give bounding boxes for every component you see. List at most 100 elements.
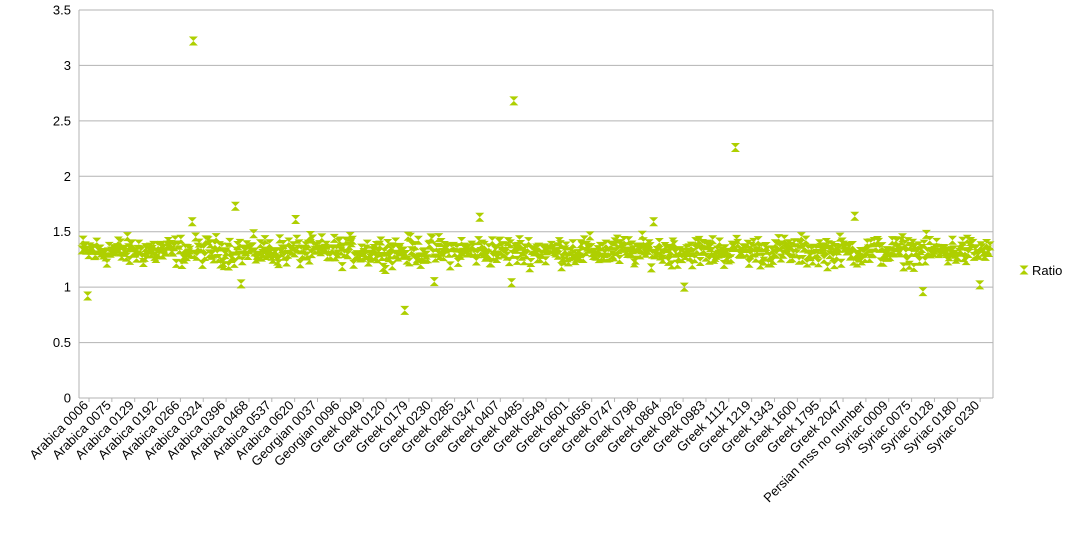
data-point bbox=[154, 250, 164, 260]
data-point bbox=[975, 280, 985, 290]
data-point bbox=[353, 252, 363, 262]
data-point bbox=[234, 250, 244, 260]
data-point bbox=[810, 249, 820, 259]
data-point bbox=[730, 142, 740, 152]
data-point bbox=[487, 236, 497, 246]
data-point bbox=[829, 260, 839, 270]
data-point bbox=[380, 265, 390, 275]
data-point bbox=[860, 253, 870, 263]
data-point bbox=[197, 259, 207, 269]
data-point bbox=[237, 256, 247, 266]
data-point bbox=[505, 239, 515, 249]
data-point bbox=[537, 249, 547, 259]
y-tick-label: 1.5 bbox=[53, 224, 71, 239]
data-point bbox=[677, 254, 687, 264]
data-point bbox=[376, 236, 386, 246]
data-point bbox=[920, 256, 930, 266]
data-point bbox=[228, 251, 238, 261]
data-point bbox=[337, 262, 347, 272]
data-point bbox=[260, 235, 270, 245]
data-point bbox=[268, 254, 278, 264]
data-point bbox=[295, 259, 305, 269]
data-point bbox=[521, 250, 531, 260]
data-point bbox=[615, 255, 625, 265]
data-point bbox=[322, 251, 332, 261]
y-tick-label: 3.5 bbox=[53, 3, 71, 18]
data-point bbox=[726, 254, 736, 264]
data-point bbox=[792, 249, 802, 259]
data-point bbox=[509, 96, 519, 106]
data-point bbox=[212, 248, 222, 258]
data-point bbox=[124, 243, 134, 253]
data-point bbox=[507, 278, 517, 288]
data-point bbox=[102, 258, 112, 268]
data-point bbox=[254, 252, 264, 262]
data-point bbox=[400, 305, 410, 315]
data-point bbox=[383, 239, 393, 249]
data-point bbox=[895, 248, 905, 258]
data-point bbox=[504, 257, 514, 267]
data-point bbox=[343, 250, 353, 260]
data-point bbox=[274, 259, 284, 269]
data-point bbox=[126, 240, 136, 250]
legend-marker bbox=[1019, 265, 1029, 275]
data-point bbox=[192, 251, 202, 261]
data-point bbox=[255, 239, 265, 249]
data-point bbox=[422, 254, 432, 264]
data-point bbox=[92, 237, 102, 247]
data-point bbox=[199, 244, 209, 254]
data-point bbox=[719, 259, 729, 269]
data-point bbox=[282, 257, 292, 267]
data-point bbox=[200, 251, 210, 261]
data-point bbox=[961, 256, 971, 266]
data-point bbox=[912, 247, 922, 257]
data-point bbox=[801, 235, 811, 245]
data-point bbox=[502, 251, 512, 261]
data-point bbox=[284, 237, 294, 247]
data-point bbox=[471, 256, 481, 266]
data-point bbox=[695, 256, 705, 266]
data-point bbox=[347, 235, 357, 245]
data-point bbox=[796, 232, 806, 242]
data-point bbox=[907, 247, 917, 257]
data-point bbox=[960, 247, 970, 257]
data-point bbox=[568, 239, 578, 249]
data-point bbox=[750, 248, 760, 258]
data-point bbox=[526, 257, 536, 267]
data-point bbox=[413, 235, 423, 245]
data-point bbox=[225, 237, 235, 247]
data-point bbox=[654, 238, 664, 248]
data-point bbox=[690, 254, 700, 264]
y-tick-label: 1 bbox=[64, 280, 71, 295]
data-point bbox=[405, 232, 415, 242]
data-point bbox=[578, 253, 588, 263]
data-point bbox=[382, 251, 392, 261]
data-point bbox=[667, 260, 677, 270]
data-point bbox=[125, 255, 135, 265]
data-point bbox=[329, 233, 339, 243]
data-point bbox=[822, 262, 832, 272]
data-point bbox=[603, 247, 613, 257]
data-point bbox=[918, 287, 928, 297]
data-point bbox=[258, 248, 268, 258]
data-point bbox=[813, 258, 823, 268]
legend: Ratio bbox=[1019, 263, 1062, 278]
data-point bbox=[985, 241, 995, 251]
data-point bbox=[479, 240, 489, 250]
data-point bbox=[176, 234, 186, 244]
data-point bbox=[187, 217, 197, 227]
data-point bbox=[453, 257, 463, 267]
y-tick-label: 0.5 bbox=[53, 335, 71, 350]
data-point bbox=[188, 36, 198, 46]
data-point bbox=[963, 249, 973, 259]
data-point bbox=[122, 232, 132, 242]
data-point bbox=[857, 256, 867, 266]
data-point bbox=[230, 201, 240, 211]
data-point bbox=[925, 235, 935, 245]
data-point bbox=[516, 240, 526, 250]
data-point bbox=[611, 247, 621, 257]
data-point bbox=[249, 229, 259, 239]
data-point bbox=[484, 243, 494, 253]
